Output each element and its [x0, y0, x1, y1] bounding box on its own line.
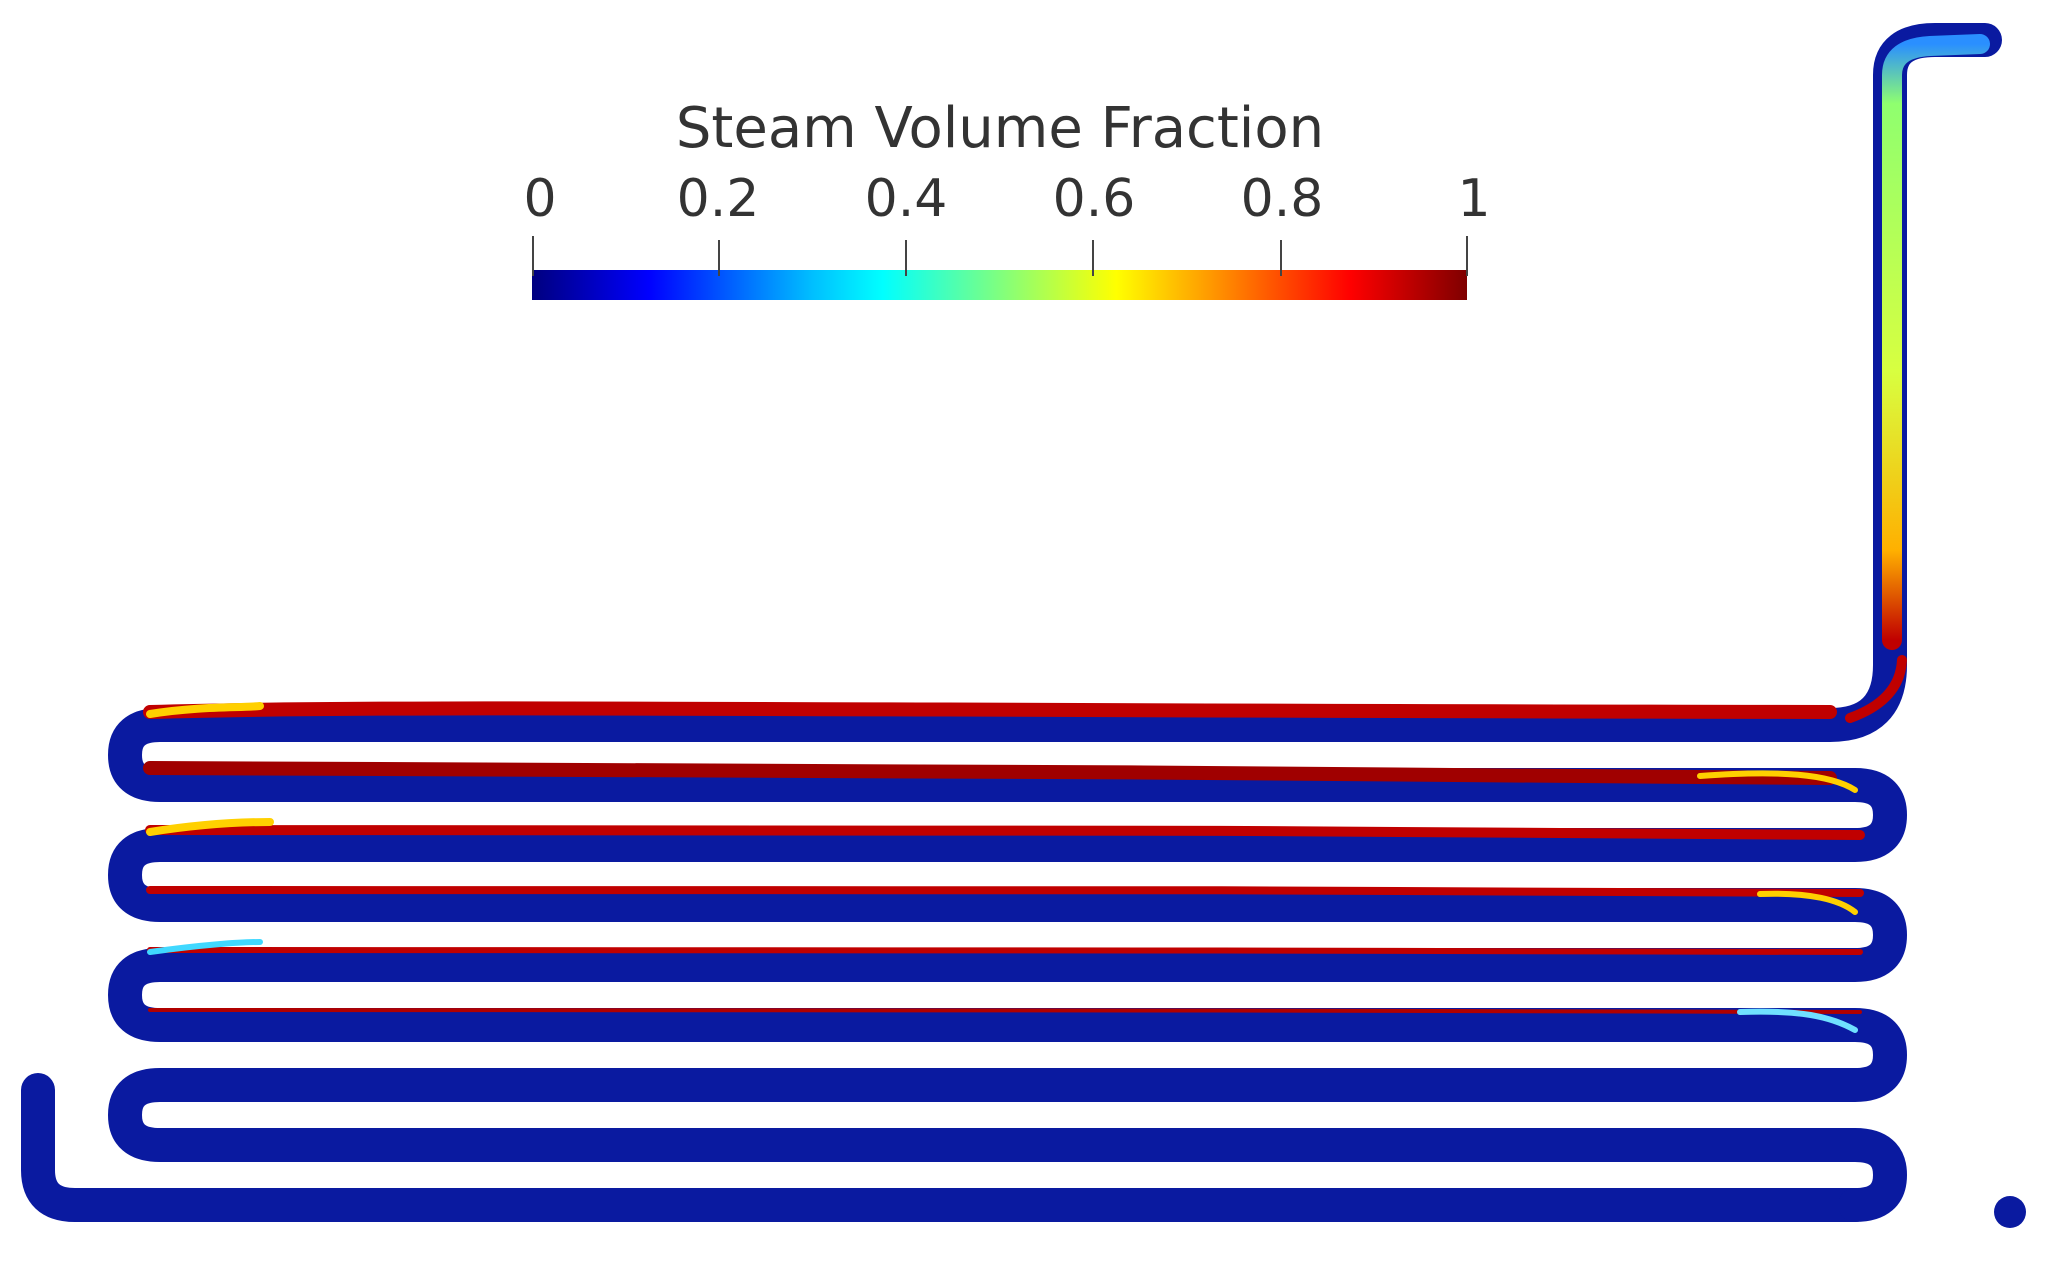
colorbar-tick-label-0.2: 0.2 — [677, 169, 760, 229]
colorbar-tick-label-0.8: 0.8 — [1241, 169, 1324, 229]
steam-regions — [143, 701, 1865, 1033]
colorbar-gradient — [532, 270, 1467, 300]
serpentine-tube — [21, 23, 2002, 1222]
colorbar-tick-label-1: 1 — [1457, 169, 1490, 229]
coil-loops — [108, 23, 2002, 1222]
steam-layer — [147, 939, 263, 955]
steam-layer — [147, 947, 1863, 955]
steam-layer — [146, 885, 1864, 897]
colorbar-ticks — [532, 236, 1468, 276]
colorbar-tick-label-0: 0 — [523, 169, 556, 229]
steam-layer — [148, 1008, 1862, 1014]
steam-layer — [146, 818, 274, 836]
steam-layer — [143, 761, 1837, 785]
colorbar-title: Steam Volume Fraction — [676, 96, 1324, 161]
cross-section-marker — [1994, 1196, 2026, 1228]
riser-steam — [1882, 34, 1990, 650]
steam-layer — [146, 702, 264, 718]
colorbar-tick-label-0.4: 0.4 — [865, 169, 948, 229]
steam-layer — [1697, 770, 1858, 793]
colorbar: Steam Volume Fraction 0 0.2 0.4 0.6 0.8 … — [523, 96, 1491, 300]
steam-layer — [1757, 890, 1858, 915]
steam-layer — [143, 701, 1837, 719]
steam-layer — [1737, 1008, 1858, 1033]
inlet-leg — [21, 1073, 1872, 1222]
steam-layer — [145, 824, 1865, 840]
riser-elbow-steam — [1845, 655, 1907, 723]
colorbar-tick-label-0.6: 0.6 — [1053, 169, 1136, 229]
